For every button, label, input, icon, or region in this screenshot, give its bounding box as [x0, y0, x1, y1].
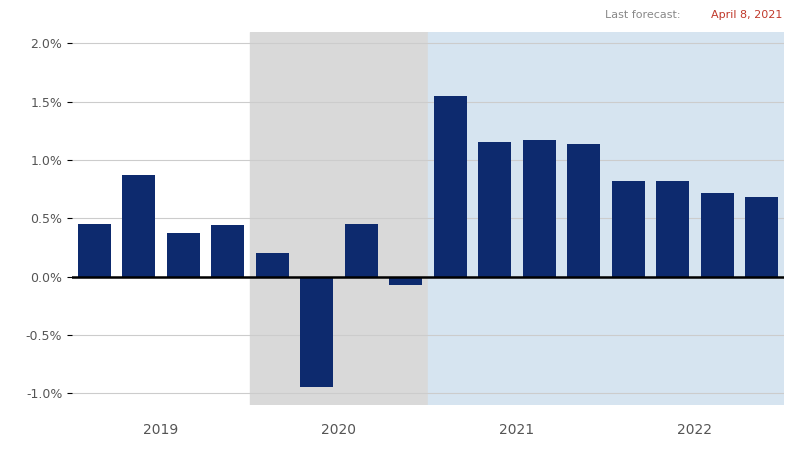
- Bar: [389, 277, 422, 285]
- Bar: [522, 140, 556, 277]
- Text: 2022: 2022: [678, 423, 713, 436]
- Text: 2019: 2019: [143, 423, 178, 436]
- Bar: [255, 253, 289, 277]
- Bar: [567, 144, 601, 277]
- Bar: [478, 142, 511, 277]
- Bar: [428, 32, 784, 405]
- Bar: [166, 234, 200, 277]
- Text: 2021: 2021: [499, 423, 534, 436]
- Bar: [611, 181, 645, 277]
- Text: April 8, 2021: April 8, 2021: [711, 10, 782, 20]
- Bar: [434, 96, 467, 277]
- Bar: [78, 224, 111, 277]
- Bar: [745, 197, 778, 277]
- Bar: [250, 32, 428, 405]
- Bar: [122, 175, 155, 277]
- Bar: [300, 277, 334, 387]
- Bar: [211, 225, 245, 277]
- Bar: [656, 181, 690, 277]
- Text: 2020: 2020: [322, 423, 357, 436]
- Text: Last forecast:: Last forecast:: [606, 10, 684, 20]
- Bar: [701, 193, 734, 277]
- Bar: [345, 224, 378, 277]
